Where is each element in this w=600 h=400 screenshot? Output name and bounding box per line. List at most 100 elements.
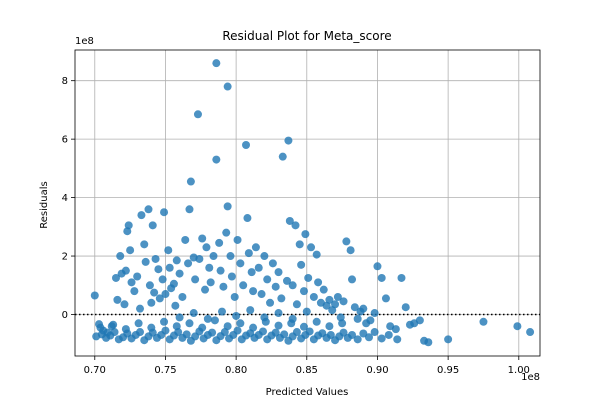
- residual-point: [154, 265, 163, 274]
- residual-point: [251, 243, 260, 252]
- residual-point: [258, 327, 267, 336]
- residual-point: [339, 297, 348, 306]
- residual-point: [90, 291, 99, 300]
- residual-point: [309, 292, 318, 301]
- residual-point: [230, 292, 239, 301]
- x-tick-label: 1.00: [508, 365, 530, 376]
- residual-point: [479, 317, 488, 326]
- residual-point: [377, 273, 386, 282]
- residual-point: [172, 322, 181, 331]
- residual-point: [333, 292, 342, 301]
- residual-point: [370, 309, 379, 318]
- residual-point: [278, 152, 287, 161]
- residual-point: [144, 205, 153, 214]
- residual-point: [393, 335, 402, 344]
- residual-point: [111, 273, 120, 282]
- residual-point: [424, 338, 433, 347]
- residual-point: [175, 313, 184, 322]
- residual-point: [266, 298, 275, 307]
- residual-point: [223, 202, 232, 211]
- residual-point: [325, 322, 334, 331]
- residual-point: [263, 275, 272, 284]
- residual-point: [120, 300, 129, 309]
- x-tick-label: 0.70: [84, 365, 106, 376]
- residual-point: [244, 249, 253, 258]
- residual-point: [147, 298, 156, 307]
- residual-point: [172, 256, 181, 265]
- residual-point: [216, 266, 225, 275]
- residual-point: [127, 278, 136, 287]
- residual-point: [223, 82, 232, 91]
- residual-point: [148, 221, 157, 230]
- residual-point: [130, 287, 139, 296]
- residual-point: [212, 155, 221, 164]
- residual-point: [137, 211, 146, 220]
- residual-point: [302, 307, 311, 316]
- residual-point: [299, 287, 308, 296]
- residual-point: [364, 333, 373, 342]
- residual-point: [182, 330, 191, 339]
- residual-point: [109, 320, 118, 329]
- x-tick-label: 0.80: [225, 365, 247, 376]
- residual-point: [233, 326, 242, 335]
- x-tick-label: 0.95: [437, 365, 459, 376]
- residual-point: [233, 235, 242, 244]
- residual-point: [161, 290, 170, 299]
- residual-point: [513, 322, 522, 331]
- residual-point: [151, 254, 160, 263]
- residual-point: [212, 59, 221, 68]
- scatter-points: [90, 59, 535, 347]
- residual-point: [260, 313, 269, 322]
- residual-point: [444, 335, 453, 344]
- residual-point: [158, 275, 167, 284]
- residual-point: [319, 285, 328, 294]
- residual-point: [257, 290, 266, 299]
- residual-point: [165, 263, 174, 272]
- residual-point: [184, 259, 193, 268]
- residual-point: [348, 330, 357, 339]
- residual-point: [185, 319, 194, 328]
- residual-point: [280, 330, 289, 339]
- residual-point: [215, 238, 224, 247]
- residual-point: [243, 214, 252, 223]
- residual-point: [366, 316, 375, 325]
- residual-point: [136, 304, 145, 313]
- residual-point: [171, 301, 180, 310]
- residual-point: [247, 268, 256, 277]
- residual-point: [121, 325, 130, 334]
- residual-point: [226, 252, 235, 261]
- axis-ticks: 0.70 0.75 0.80 0.85 0.90 0.95 1.00 0 2 4 6 8: [62, 76, 530, 376]
- residual-point: [150, 288, 159, 297]
- residual-point: [205, 263, 214, 272]
- residual-point: [198, 234, 207, 243]
- residual-point: [236, 319, 245, 328]
- residual-point: [181, 235, 190, 244]
- residual-point: [124, 221, 133, 230]
- residual-point: [526, 328, 535, 337]
- residual-point: [377, 334, 386, 343]
- y-tick-label: 6: [62, 135, 68, 146]
- chart-title: Residual Plot for Meta_score: [222, 29, 391, 43]
- residual-point: [136, 328, 145, 337]
- residual-point: [209, 252, 218, 261]
- residual-point: [346, 246, 355, 255]
- residual-point: [373, 262, 382, 271]
- residual-point: [283, 276, 292, 285]
- residual-point: [160, 317, 169, 326]
- residual-point: [295, 240, 304, 249]
- residual-point: [285, 216, 294, 225]
- residual-point: [325, 295, 334, 304]
- residual-point: [312, 317, 321, 326]
- x-tick-label: 0.75: [154, 365, 176, 376]
- residual-point: [350, 303, 359, 312]
- residual-point: [353, 335, 362, 344]
- residual-point: [219, 282, 228, 291]
- residual-point: [113, 295, 122, 304]
- residual-point: [210, 316, 219, 325]
- residual-point: [206, 278, 215, 287]
- residual-point: [277, 294, 286, 303]
- residual-point: [198, 323, 207, 332]
- residual-point: [110, 328, 119, 337]
- residual-point: [299, 322, 308, 331]
